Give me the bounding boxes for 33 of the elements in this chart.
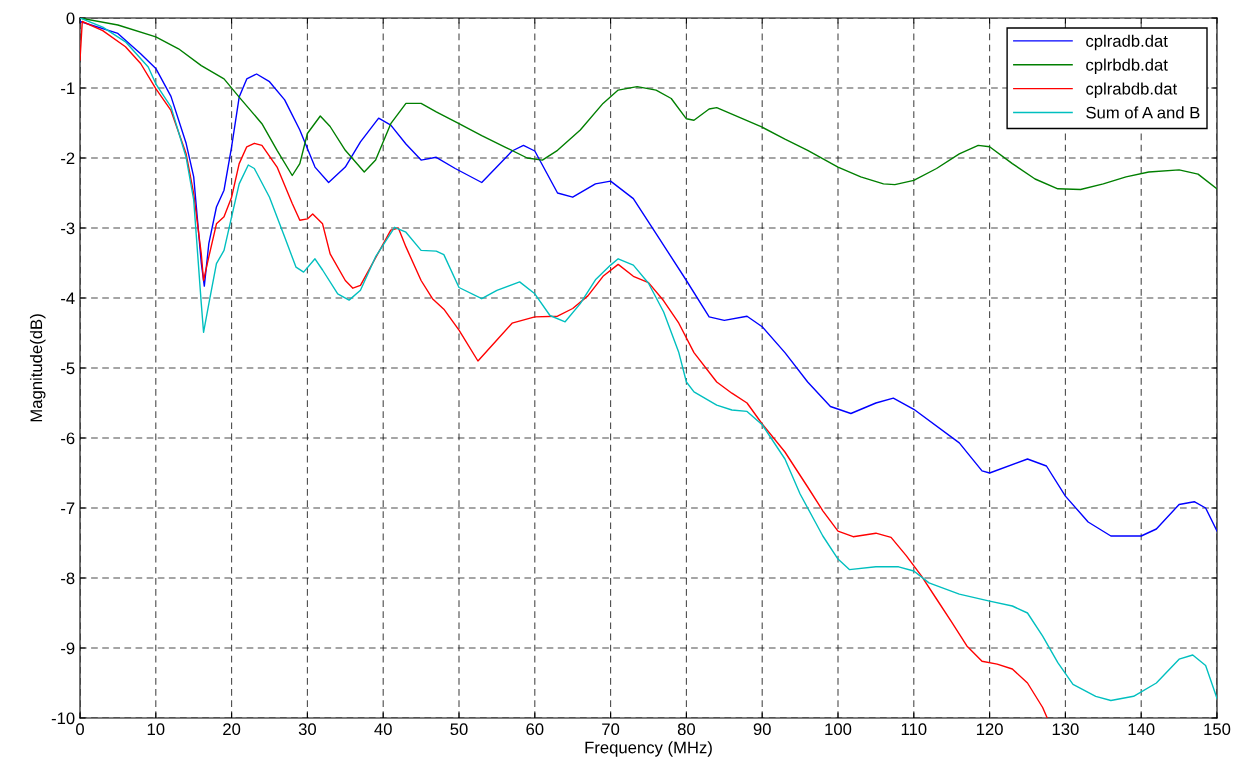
x-tick-label: 90: [753, 723, 771, 736]
legend-label: cplrbdb.dat: [1086, 58, 1168, 75]
legend-label: cplradb.dat: [1086, 34, 1168, 51]
y-tick-label: -1: [61, 82, 75, 95]
y-tick-label: 0: [66, 12, 75, 25]
y-tick-label: -7: [61, 502, 75, 515]
y-tick-label: -9: [61, 642, 75, 655]
x-tick-label: 70: [602, 723, 620, 736]
x-tick-label: 120: [976, 723, 1003, 736]
x-tick-label: 10: [147, 723, 165, 736]
legend-label: cplrabdb.dat: [1086, 82, 1178, 98]
x-tick-label: 140: [1128, 723, 1155, 736]
y-tick-label: -4: [61, 292, 75, 305]
y-tick-label: -2: [61, 152, 75, 165]
x-tick-label: 30: [298, 723, 317, 736]
x-tick-label: 60: [526, 723, 544, 736]
x-tick-label: 20: [223, 723, 241, 736]
x-tick-label: 110: [901, 723, 927, 736]
y-tick-label: -6: [61, 432, 75, 445]
y-tick-label: -8: [61, 572, 75, 585]
x-tick-label: 150: [1204, 723, 1231, 736]
x-tick-label: 0: [76, 723, 84, 736]
y-tick-label: -5: [61, 362, 75, 375]
x-tick-label: 40: [374, 723, 392, 736]
legend-label: Sum of A and B: [1086, 106, 1200, 119]
x-axis-title: Frequency (MHz): [585, 741, 712, 757]
x-tick-label: 80: [677, 723, 696, 736]
y-tick-label: -3: [61, 222, 75, 235]
y-axis-title: Magnitude(dB): [29, 314, 46, 422]
x-tick-label: 100: [825, 723, 852, 736]
x-tick-label: 50: [450, 723, 468, 736]
x-tick-label: 130: [1052, 723, 1079, 736]
y-tick-label: -10: [51, 712, 75, 725]
